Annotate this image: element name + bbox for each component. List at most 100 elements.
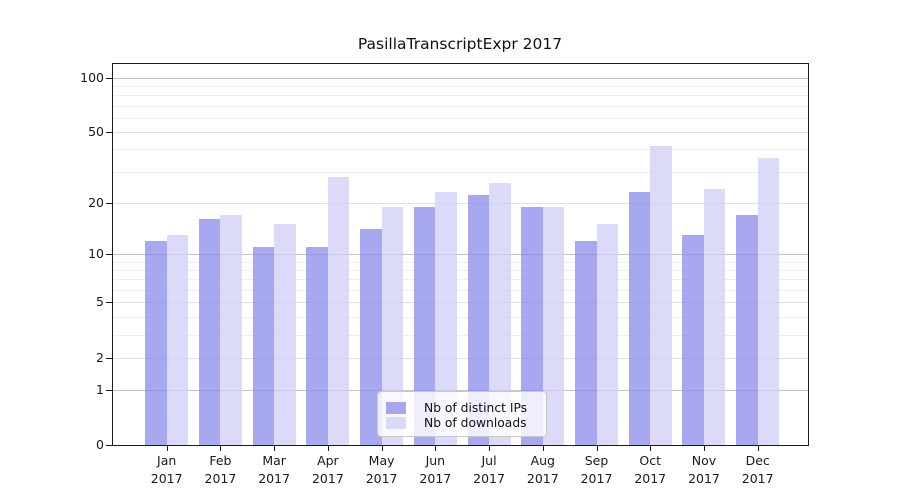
y-tick-label: 1 [96,381,104,397]
legend-swatch [386,401,406,414]
bar [360,229,382,445]
x-tick-mark [489,446,491,451]
gridline-minor [113,334,808,336]
x-tick-month: Jan [157,453,177,468]
bar [682,234,704,445]
x-tick-year: 2017 [634,470,667,486]
bar [198,219,221,445]
x-tick-month: Nov [691,453,717,468]
x-tick-mark [435,446,437,451]
x-tick-year: 2017 [688,470,720,486]
x-tick-year: 2017 [473,470,505,486]
x-tick-month: Apr [317,453,339,468]
y-tick-label: 0 [96,437,104,452]
x-tick-month: May [368,453,395,468]
bar [166,234,189,445]
x-tick-year: 2017 [204,470,237,486]
x-tick-month: Sep [584,453,609,468]
gridline-minor [113,279,808,281]
y-tick-mark [106,357,112,359]
gridline-minor [113,85,808,87]
y-tick-label: 20 [88,194,104,210]
y-tick-label: 5 [96,294,104,310]
x-tick-label: Oct 2017 [615,452,685,487]
x-tick-label: Jan 2017 [132,452,202,487]
gridline [113,202,808,204]
x-tick-year: 2017 [258,470,291,486]
gridline-minor [113,117,808,119]
x-tick-label: Jul 2017 [454,452,524,487]
x-tick-year: 2017 [419,470,452,486]
x-tick-label: Jun 2017 [400,452,470,487]
x-tick-month: Aug [530,453,555,468]
x-tick-mark [650,446,652,451]
bar [467,195,490,445]
legend-label: Nb of distinct IPs [424,400,528,415]
bar [306,247,328,445]
bar [435,192,457,445]
x-tick-label: Feb 2017 [185,452,255,487]
bar [596,224,619,445]
x-tick-label: Sep 2017 [562,452,632,487]
x-tick-mark [542,446,544,451]
gridline-minor [113,316,808,318]
bar [274,224,296,445]
plot-frame [112,63,809,446]
x-tick-month: Oct [639,453,662,468]
x-tick-month: Feb [209,453,232,468]
gridline-minor [113,290,808,292]
gridline-minor [113,95,808,97]
y-tick-label: 10 [88,246,104,262]
y-tick-mark [106,132,112,134]
bar [413,206,436,445]
gridline [113,132,808,134]
bar [489,182,511,445]
legend-label: Nb of downloads [424,416,527,431]
x-tick-mark [166,446,168,451]
bar [542,206,565,445]
bar [252,247,275,445]
gridline-minor [113,105,808,107]
gridline [113,389,808,391]
x-tick-month: Dec [745,453,770,468]
x-tick-year: 2017 [365,470,398,486]
y-tick-mark [106,445,112,446]
legend-item: Nb of distinct IPs [378,400,546,416]
bar [327,176,350,445]
x-tick-label: Nov 2017 [669,452,739,487]
bar [628,192,651,445]
x-tick-mark [757,446,759,451]
x-tick-year: 2017 [580,470,613,486]
y-tick-mark [106,202,112,204]
chart-title: PasillaTranscriptExpr 2017 [357,35,563,53]
bar [521,206,543,445]
x-tick-mark [596,446,598,451]
gridline-minor [113,261,808,263]
x-tick-year: 2017 [741,470,774,486]
x-tick-year: 2017 [150,470,183,486]
y-tick-label: 50 [88,124,104,140]
x-tick-label: Dec 2017 [723,452,793,487]
bar [736,214,758,445]
x-tick-mark [381,446,383,451]
legend: Nb of distinct IPs Nb of downloads [377,391,547,437]
bar [575,240,597,445]
gridline-minor [113,149,808,151]
legend-item: Nb of downloads [378,416,546,432]
bar [757,157,780,445]
x-tick-year: 2017 [311,470,344,486]
x-tick-mark [327,446,329,451]
x-tick-mark [703,446,705,451]
x-tick-mark [220,446,222,451]
y-tick-label: 100 [80,69,104,85]
y-tick-mark [106,389,112,391]
bar [650,145,672,445]
legend-swatch [386,417,406,430]
bar [381,206,404,445]
x-tick-label: Mar 2017 [239,452,309,487]
x-tick-month: Mar [262,453,286,468]
y-tick-label: 2 [96,349,104,365]
bar [703,188,726,445]
x-tick-mark [274,446,276,451]
